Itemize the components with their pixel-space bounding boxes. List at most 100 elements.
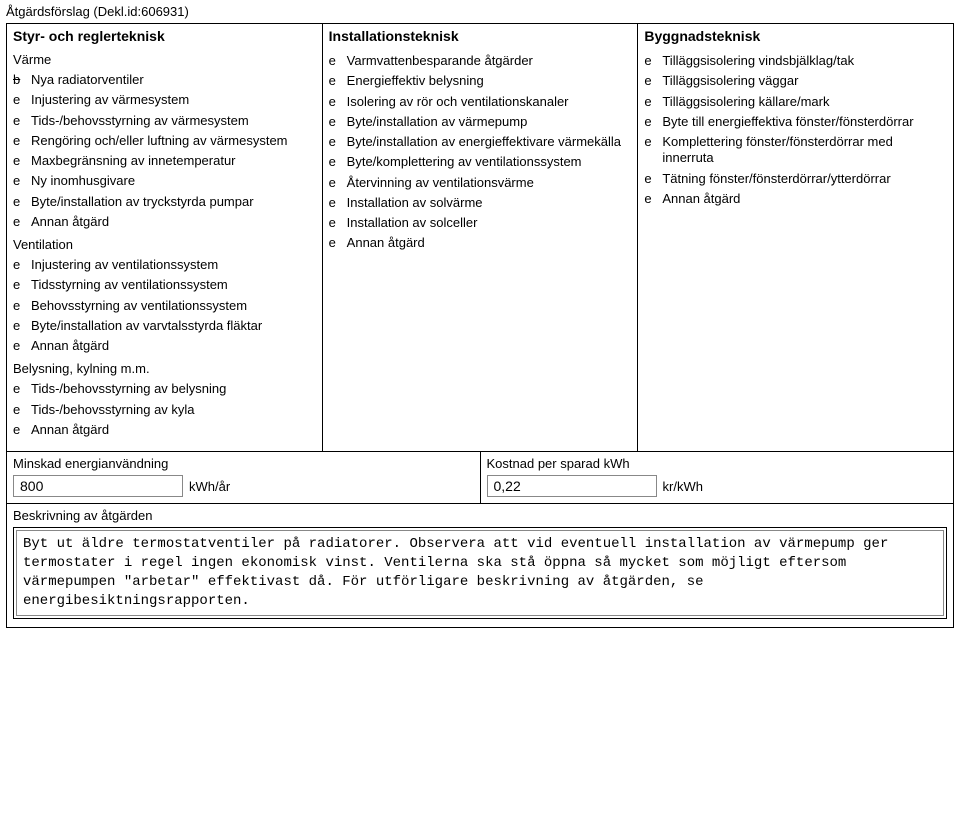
option-label: Byte/komplettering av ventilationssystem: [347, 154, 632, 170]
checkbox-icon[interactable]: e: [329, 94, 347, 110]
option-label: Injustering av ventilationssystem: [31, 257, 316, 273]
checkbox-icon[interactable]: e: [329, 154, 347, 170]
option-row[interactable]: eTidsstyrning av ventilationssystem: [13, 276, 316, 294]
checkbox-icon[interactable]: e: [644, 114, 662, 130]
option-label: Isolering av rör och ventilationskanaler: [347, 94, 632, 110]
checkbox-icon[interactable]: e: [329, 235, 347, 251]
option-row[interactable]: eByte/installation av tryckstyrda pumpar: [13, 193, 316, 211]
checkbox-icon[interactable]: e: [13, 338, 31, 354]
checkbox-icon[interactable]: e: [329, 134, 347, 150]
checkbox-icon[interactable]: e: [329, 73, 347, 89]
cost-value[interactable]: 0,22: [487, 475, 657, 497]
option-row[interactable]: eAnnan åtgärd: [13, 337, 316, 355]
checkbox-icon[interactable]: e: [644, 171, 662, 187]
option-label: Annan åtgärd: [347, 235, 632, 251]
footer-table: Minskad energianvändning 800 kWh/år Kost…: [6, 452, 954, 628]
option-row[interactable]: eVarmvattenbesparande åtgärder: [329, 52, 632, 70]
checkbox-icon[interactable]: e: [13, 298, 31, 314]
option-label: Komplettering fönster/fönsterdörrar med …: [662, 134, 947, 167]
option-label: Tilläggsisolering källare/mark: [662, 94, 947, 110]
checkbox-icon[interactable]: e: [644, 53, 662, 69]
option-row[interactable]: eByte/installation av energieffektivare …: [329, 133, 632, 151]
option-label: Byte/installation av värmepump: [347, 114, 632, 130]
option-row[interactable]: eInstallation av solvärme: [329, 194, 632, 212]
column-title: Byggnadsteknisk: [644, 28, 947, 44]
checkbox-icon[interactable]: e: [644, 94, 662, 110]
option-row[interactable]: eInjustering av värmesystem: [13, 91, 316, 109]
option-label: Tilläggsisolering väggar: [662, 73, 947, 89]
option-row[interactable]: eEnergieffektiv belysning: [329, 72, 632, 90]
option-row[interactable]: eAnnan åtgärd: [13, 213, 316, 231]
option-label: Byte/installation av energieffektivare v…: [347, 134, 632, 150]
option-row[interactable]: eTids-/behovsstyrning av kyla: [13, 401, 316, 419]
checkbox-icon[interactable]: e: [329, 53, 347, 69]
option-label: Annan åtgärd: [31, 422, 316, 438]
option-label: Annan åtgärd: [31, 214, 316, 230]
option-label: Tids-/behovsstyrning av belysning: [31, 381, 316, 397]
option-label: Tids-/behovsstyrning av kyla: [31, 402, 316, 418]
option-row[interactable]: eRengöring och/eller luftning av värmesy…: [13, 132, 316, 150]
option-row[interactable]: eInjustering av ventilationssystem: [13, 256, 316, 274]
option-row[interactable]: eByte/komplettering av ventilationssyste…: [329, 153, 632, 171]
option-label: Nya radiatorventiler: [31, 72, 316, 88]
option-row[interactable]: eAnnan åtgärd: [329, 234, 632, 252]
option-row[interactable]: eTilläggsisolering källare/mark: [644, 93, 947, 111]
option-row[interactable]: eInstallation av solceller: [329, 214, 632, 232]
checkbox-icon[interactable]: e: [329, 175, 347, 191]
column-body: VärmebNya radiatorventilereInjustering a…: [13, 52, 316, 439]
option-row[interactable]: eTätning fönster/fönsterdörrar/ytterdörr…: [644, 170, 947, 188]
checkbox-icon[interactable]: e: [13, 133, 31, 149]
checkbox-icon[interactable]: e: [13, 92, 31, 108]
checkbox-icon[interactable]: e: [13, 153, 31, 169]
checkbox-icon[interactable]: e: [13, 194, 31, 210]
checkbox-icon[interactable]: e: [13, 113, 31, 129]
option-label: Tilläggsisolering vindsbjälklag/tak: [662, 53, 947, 69]
option-row[interactable]: eTilläggsisolering väggar: [644, 72, 947, 90]
checkbox-icon[interactable]: e: [13, 257, 31, 273]
option-label: Annan åtgärd: [31, 338, 316, 354]
option-row[interactable]: eByte/installation av varvtalsstyrda flä…: [13, 317, 316, 335]
checkbox-icon[interactable]: e: [13, 381, 31, 397]
column-installation: Installationsteknisk eVarmvattenbesparan…: [323, 24, 639, 451]
option-row[interactable]: eBehovsstyrning av ventilationssystem: [13, 297, 316, 315]
option-label: Rengöring och/eller luftning av värmesys…: [31, 133, 316, 149]
checkbox-icon[interactable]: e: [13, 422, 31, 438]
option-row[interactable]: eMaxbegränsning av innetemperatur: [13, 152, 316, 170]
checkbox-icon[interactable]: e: [644, 134, 662, 150]
option-row[interactable]: eKomplettering fönster/fönsterdörrar med…: [644, 133, 947, 168]
option-row[interactable]: eByte/installation av värmepump: [329, 113, 632, 131]
option-row[interactable]: eTids-/behovsstyrning av värmesystem: [13, 112, 316, 130]
checkbox-icon[interactable]: e: [329, 215, 347, 231]
checkbox-icon[interactable]: e: [13, 173, 31, 189]
page-header: Åtgärdsförslag (Dekl.id:606931): [6, 4, 954, 19]
option-row[interactable]: eAnnan åtgärd: [644, 190, 947, 208]
option-row[interactable]: eAnnan åtgärd: [13, 421, 316, 439]
description-text[interactable]: Byt ut äldre termostatventiler på radiat…: [16, 530, 944, 616]
checkbox-icon[interactable]: e: [644, 73, 662, 89]
energy-value[interactable]: 800: [13, 475, 183, 497]
main-table: Styr- och reglerteknisk VärmebNya radiat…: [6, 23, 954, 452]
checkbox-icon[interactable]: e: [13, 277, 31, 293]
description-box-outer: Byt ut äldre termostatventiler på radiat…: [13, 527, 947, 619]
checkbox-checked-icon[interactable]: b: [13, 72, 31, 88]
option-label: Tidsstyrning av ventilationssystem: [31, 277, 316, 293]
checkbox-icon[interactable]: e: [644, 191, 662, 207]
option-row[interactable]: eIsolering av rör och ventilationskanale…: [329, 93, 632, 111]
option-row[interactable]: eÅtervinning av ventilationsvärme: [329, 174, 632, 192]
column-body: eVarmvattenbesparande åtgärder eEnergieff…: [329, 52, 632, 253]
checkbox-icon[interactable]: e: [13, 318, 31, 334]
option-label: Byte/installation av tryckstyrda pumpar: [31, 194, 316, 210]
option-label: Byte/installation av varvtalsstyrda fläk…: [31, 318, 316, 334]
option-label: Tätning fönster/fönsterdörrar/ytterdörra…: [662, 171, 947, 187]
option-row[interactable]: eTilläggsisolering vindsbjälklag/tak: [644, 52, 947, 70]
option-row[interactable]: bNya radiatorventiler: [13, 71, 316, 89]
option-label: Installation av solceller: [347, 215, 632, 231]
option-row[interactable]: eByte till energieffektiva fönster/fönst…: [644, 113, 947, 131]
checkbox-icon[interactable]: e: [13, 402, 31, 418]
option-row[interactable]: eTids-/behovsstyrning av belysning: [13, 380, 316, 398]
checkbox-icon[interactable]: e: [329, 195, 347, 211]
checkbox-icon[interactable]: e: [329, 114, 347, 130]
option-label: Annan åtgärd: [662, 191, 947, 207]
checkbox-icon[interactable]: e: [13, 214, 31, 230]
option-row[interactable]: eNy inomhusgivare: [13, 172, 316, 190]
